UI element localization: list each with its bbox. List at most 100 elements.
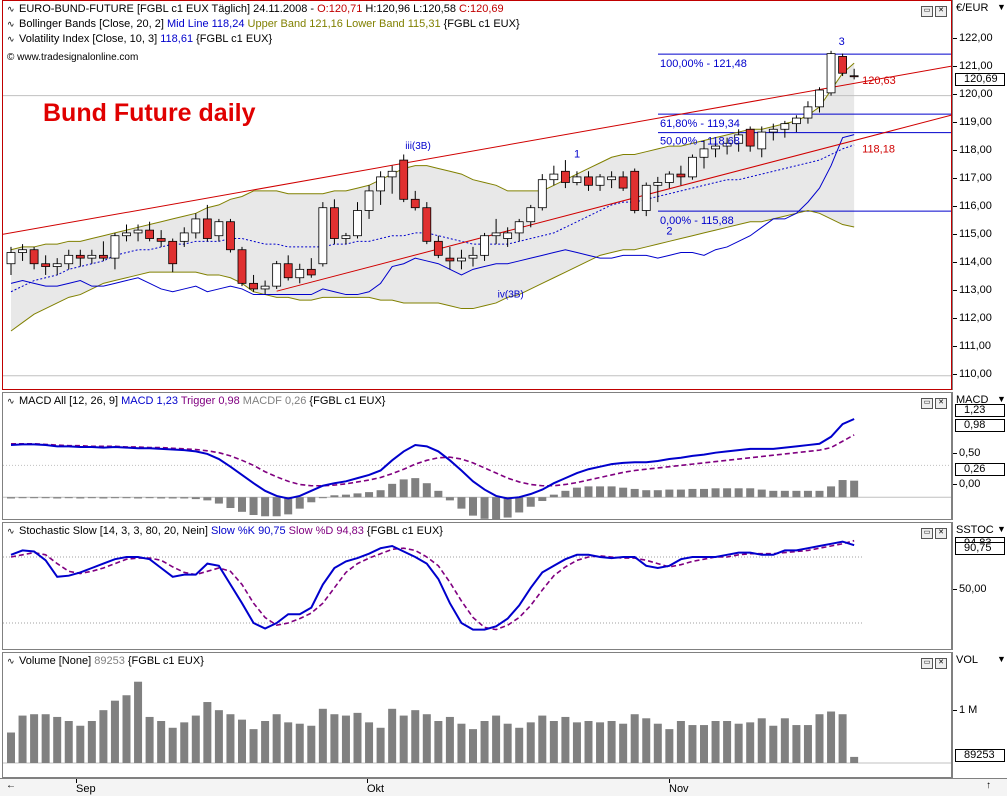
macdf-bar: [99, 497, 108, 499]
slow-k-line: [10, 540, 855, 631]
minimize-icon[interactable]: ▭: [921, 528, 933, 539]
volume-bar: [561, 716, 570, 763]
price-tick: 116,00: [953, 199, 992, 212]
stochastic-plot-area[interactable]: ∿ Stochastic Slow [14, 3, 3, 80, 20, Nein…: [2, 522, 952, 650]
candle-body: [156, 238, 166, 242]
candle-body: [676, 173, 686, 178]
candle-body: [41, 263, 51, 267]
volume-bar: [492, 715, 501, 763]
volume-axis[interactable]: VOL ▼ 1 M 89253: [952, 652, 1007, 778]
volume-bar: [653, 723, 662, 763]
volume-bar: [134, 681, 143, 763]
axis-dropdown-icon[interactable]: ▼: [997, 524, 1006, 534]
volume-bar: [295, 723, 304, 763]
candle-body: [803, 106, 813, 119]
legend-value: O:120,71: [317, 3, 363, 15]
volume-bar: [122, 695, 131, 763]
minimize-icon[interactable]: ▭: [921, 6, 933, 17]
macdf-bar: [353, 493, 362, 498]
candle-body: [145, 229, 155, 239]
axis-dropdown-icon[interactable]: ▼: [997, 654, 1006, 664]
fibonacci-0-label: 0,00% - 115,88: [660, 215, 734, 227]
volume-plot-area[interactable]: ∿ Volume [None] 89253 {FGBL c1 EUX} ▭ ✕: [2, 652, 952, 778]
macdf-bar: [584, 486, 593, 498]
fibonacci-100-label: 100,00% - 121,48: [660, 58, 747, 70]
scroll-right-icon[interactable]: ↑: [986, 780, 991, 791]
candle-body: [457, 257, 466, 262]
stochastic-axis[interactable]: SSTOC ▼ 94,83 90,75 50,00: [952, 522, 1007, 650]
legend-text: EURO-BUND-FUTURE [FGBL c1 EUX Täglich] 2…: [19, 3, 318, 15]
macdf-bar: [526, 497, 535, 507]
legend-text: Stochastic Slow [14, 3, 3, 80, 20, Nein]: [19, 525, 211, 537]
candle-body: [364, 190, 374, 211]
volume-bar: [549, 721, 558, 763]
price-tick: 122,00: [953, 31, 993, 44]
time-axis[interactable]: Sep Okt Nov ← ↑: [0, 778, 1007, 796]
volume-chart: [3, 681, 951, 764]
macdf-bar: [157, 497, 166, 499]
minimize-icon[interactable]: ▭: [921, 658, 933, 669]
macdf-bar: [711, 488, 720, 498]
macd-plot-area[interactable]: ∿ MACD All [12, 26, 9] MACD 1,23 Trigger …: [2, 392, 952, 520]
macdf-bar: [30, 497, 39, 499]
volume-bar: [30, 714, 39, 763]
macdf-bar: [769, 490, 778, 498]
price-plot-area[interactable]: 100,00% - 121,48 61,80% - 119,34 50,00% - …: [2, 0, 952, 390]
macdf-bar: [180, 497, 189, 499]
upper-trend-line: [3, 65, 951, 235]
axis-dropdown-icon[interactable]: ▼: [997, 2, 1006, 12]
price-axis[interactable]: €/EUR ▼ 122,00 121,00 120,00 119,00 118,00 11…: [952, 0, 1007, 390]
candle-body: [734, 134, 744, 144]
close-icon[interactable]: ✕: [935, 6, 947, 17]
volume-bar: [330, 714, 339, 763]
legend-value: {FGBL c1 EUX}: [124, 655, 204, 667]
candle-body: [445, 257, 455, 262]
volume-bar: [353, 712, 362, 763]
fibonacci-618-label: 61,80% - 119,34: [660, 118, 740, 130]
macdf-bar: [838, 480, 847, 498]
volume-bar: [261, 721, 270, 763]
macdf-bar: [41, 497, 50, 499]
close-icon[interactable]: ✕: [935, 658, 947, 669]
macdf-bar: [538, 497, 547, 502]
price-tick: 113,00: [953, 283, 992, 296]
macd-axis-label: MACD: [956, 394, 989, 406]
scroll-left-icon[interactable]: ←: [6, 780, 16, 791]
close-icon[interactable]: ✕: [935, 528, 947, 539]
candle-body: [815, 89, 824, 108]
minimize-icon[interactable]: ▭: [921, 398, 933, 409]
candle-body: [745, 128, 755, 147]
macdf-bar: [457, 497, 466, 509]
volume-bar: [688, 725, 697, 763]
macdf-bar: [803, 490, 812, 498]
wave-iii-label: iii(3B): [405, 141, 431, 152]
macdf-bar: [134, 497, 143, 499]
volume-bar: [515, 727, 524, 763]
bollinger-mid-line: [10, 144, 855, 293]
macdf-bar: [145, 497, 154, 499]
candle-body: [353, 210, 362, 237]
bollinger-upper-line: [10, 62, 855, 251]
macdf-bar: [249, 497, 258, 515]
macd-axis[interactable]: MACD ▼ 1,23 0,98 0,50 0,26 0,00: [952, 392, 1007, 520]
legend-value: Upper Band 121,16 Lower Band 115,31: [244, 18, 441, 30]
volume-bar: [284, 722, 293, 763]
stochastic-pane: ∿ Stochastic Slow [14, 3, 3, 80, 20, Nein…: [0, 522, 1007, 650]
price-tick: 121,00: [953, 59, 993, 72]
macdf-bar: [168, 497, 177, 499]
candle-body: [18, 249, 27, 253]
macdf-bar: [480, 497, 489, 519]
macdf-bar: [53, 497, 62, 499]
close-icon[interactable]: ✕: [935, 398, 947, 409]
axis-dropdown-icon[interactable]: ▼: [997, 394, 1006, 404]
candle-body: [572, 176, 582, 183]
volume-bar: [792, 725, 801, 763]
candle-body: [607, 176, 616, 181]
candle-body: [838, 56, 847, 74]
macd-value-box: 1,23: [955, 404, 1005, 417]
volume-bar: [7, 732, 15, 763]
volume-bar: [203, 702, 212, 763]
macdf-bar: [7, 497, 15, 499]
legend-value: {FGBL c1 EUX}: [363, 525, 443, 537]
candle-body: [792, 117, 801, 125]
